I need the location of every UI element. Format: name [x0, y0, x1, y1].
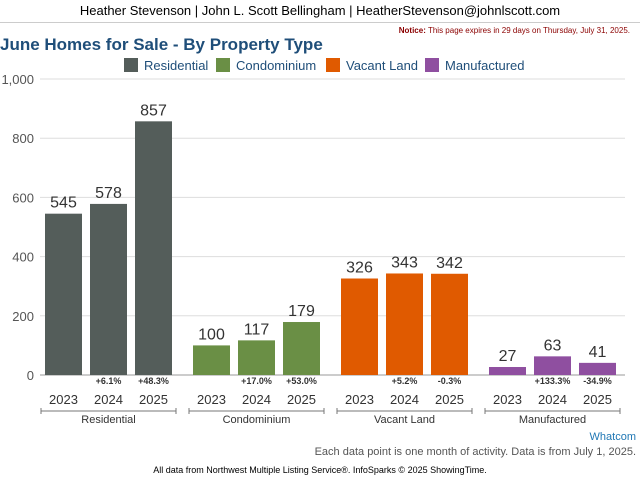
y-tick-label: 800: [12, 131, 34, 146]
legend-swatch-manufactured: [425, 58, 439, 72]
legend-swatch-vacant-land: [326, 58, 340, 72]
legend-swatch-condominium: [216, 58, 230, 72]
change-label: +17.0%: [241, 376, 272, 386]
legend-label-residential: Residential: [144, 57, 209, 73]
data-source: All data from Northwest Multiple Listing…: [153, 465, 487, 475]
group-label: Condominium: [223, 414, 291, 426]
change-label: +133.3%: [535, 376, 571, 386]
change-label: +5.2%: [392, 376, 418, 386]
bar: [534, 356, 571, 375]
notice-text: This page expires in 29 days on Thursday…: [427, 26, 630, 35]
legend-item-condominium[interactable]: Condominium: [216, 56, 316, 74]
bar: [283, 322, 320, 375]
y-tick-label: 0: [27, 368, 34, 383]
bar: [386, 273, 423, 375]
group-label: Residential: [81, 414, 135, 426]
bar: [238, 340, 275, 375]
bar-value-label: 179: [288, 303, 315, 320]
y-tick-label: 1,000: [1, 72, 34, 87]
group-label: Manufactured: [519, 414, 586, 426]
region-link[interactable]: Whatcom: [589, 431, 636, 443]
bar-value-label: 343: [391, 254, 418, 271]
notice-label: Notice:: [398, 26, 426, 35]
expiry-notice: Notice: This page expires in 29 days on …: [399, 26, 630, 35]
bar-value-label: 578: [95, 185, 122, 202]
bar: [135, 121, 172, 375]
x-tick-label: 2025: [287, 392, 316, 407]
change-label: +48.3%: [138, 376, 169, 386]
bar: [579, 362, 616, 375]
chart-title: June Homes for Sale - By Property Type: [0, 35, 323, 54]
bar: [90, 203, 127, 375]
y-tick-label: 600: [12, 190, 34, 205]
legend-item-vacant-land[interactable]: Vacant Land: [326, 56, 418, 74]
bar-value-label: 41: [589, 344, 607, 361]
x-tick-label: 2023: [49, 392, 78, 407]
bar: [45, 213, 82, 375]
x-tick-label: 2023: [345, 392, 374, 407]
bar: [341, 278, 378, 375]
x-tick-label: 2023: [493, 392, 522, 407]
y-tick-label: 400: [12, 250, 34, 265]
group-label: Vacant Land: [374, 414, 435, 426]
change-label: +53.0%: [286, 376, 317, 386]
change-label: +6.1%: [96, 376, 122, 386]
chart-legend: Residential Condominium Vacant Land Manu…: [0, 56, 640, 74]
x-tick-label: 2025: [435, 392, 464, 407]
agent-header: Heather Stevenson | John L. Scott Bellin…: [0, 0, 640, 23]
bar-value-label: 117: [244, 321, 270, 338]
legend-label-condominium: Condominium: [236, 57, 317, 73]
legend-swatch-residential: [124, 58, 138, 72]
data-footnote: Each data point is one month of activity…: [314, 446, 636, 458]
change-label: -34.9%: [583, 376, 612, 386]
agent-info: Heather Stevenson | John L. Scott Bellin…: [79, 3, 561, 18]
x-tick-label: 2024: [94, 392, 123, 407]
x-tick-label: 2025: [139, 392, 168, 407]
bar-value-label: 326: [346, 260, 373, 277]
y-tick-label: 200: [12, 309, 34, 324]
x-tick-label: 2023: [197, 392, 226, 407]
bar-value-label: 27: [499, 348, 517, 365]
legend-label-vacant-land: Vacant Land: [346, 57, 419, 73]
change-label: -0.3%: [438, 376, 462, 386]
bar: [431, 273, 468, 375]
bar-value-label: 63: [544, 337, 562, 354]
legend-item-manufactured[interactable]: Manufactured: [425, 56, 525, 74]
x-tick-label: 2025: [583, 392, 612, 407]
legend-label-manufactured: Manufactured: [445, 57, 525, 73]
legend-item-residential[interactable]: Residential: [124, 56, 208, 74]
bar-value-label: 100: [198, 326, 225, 343]
x-tick-label: 2024: [242, 392, 271, 407]
bar: [193, 345, 230, 375]
x-tick-label: 2024: [390, 392, 419, 407]
bar-value-label: 857: [140, 102, 167, 119]
x-tick-label: 2024: [538, 392, 567, 407]
bar-value-label: 342: [436, 255, 463, 272]
bar-value-label: 545: [50, 195, 77, 212]
bar: [489, 367, 526, 375]
